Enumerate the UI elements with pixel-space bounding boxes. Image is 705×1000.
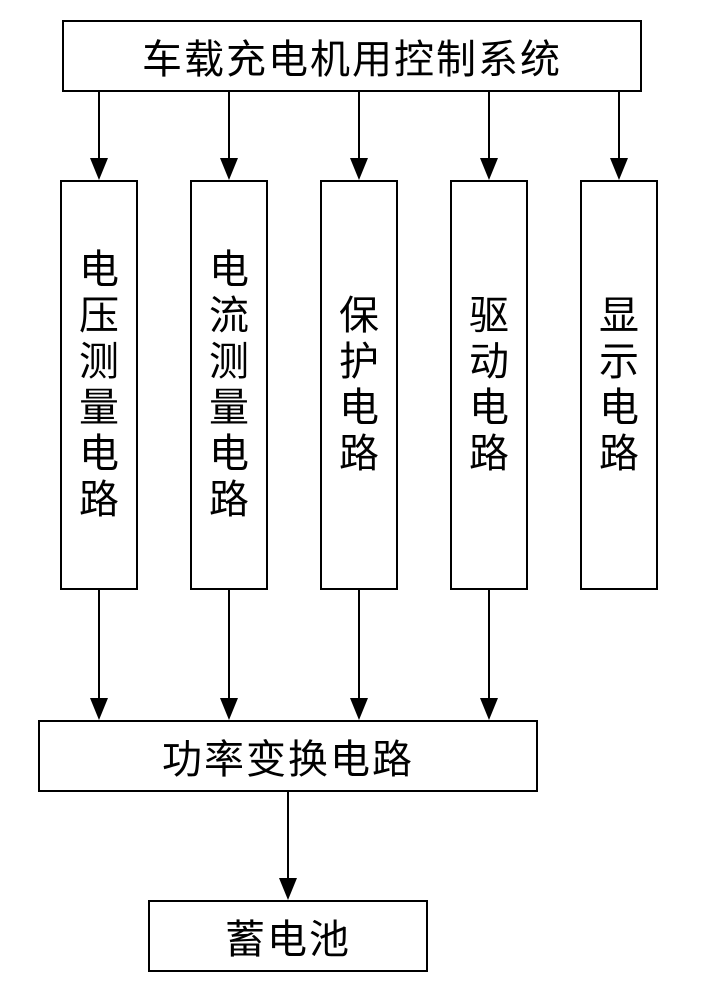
- node-protection-label: 保 护 电 路: [339, 293, 379, 477]
- node-battery: 蓄电池: [148, 900, 428, 972]
- node-power-conversion-label: 功率变换电路: [162, 727, 414, 785]
- node-drive-label: 驱 动 电 路: [469, 293, 509, 477]
- node-battery-label: 蓄电池: [225, 907, 351, 965]
- node-current-measure: 电 流 测 量 电 路: [190, 180, 268, 590]
- node-control-system-label: 车载充电机用控制系统: [142, 27, 562, 85]
- node-display: 显 示 电 路: [580, 180, 658, 590]
- node-display-label: 显 示 电 路: [599, 293, 639, 477]
- node-voltage-measure: 电 压 测 量 电 路: [60, 180, 138, 590]
- node-current-measure-label: 电 流 测 量 电 路: [209, 247, 249, 523]
- node-control-system: 车载充电机用控制系统: [62, 20, 642, 92]
- node-drive: 驱 动 电 路: [450, 180, 528, 590]
- node-power-conversion: 功率变换电路: [38, 720, 538, 792]
- node-voltage-measure-label: 电 压 测 量 电 路: [79, 247, 119, 523]
- diagram-canvas: 车载充电机用控制系统 电 压 测 量 电 路 电 流 测 量 电 路 保 护 电…: [0, 0, 705, 1000]
- node-protection: 保 护 电 路: [320, 180, 398, 590]
